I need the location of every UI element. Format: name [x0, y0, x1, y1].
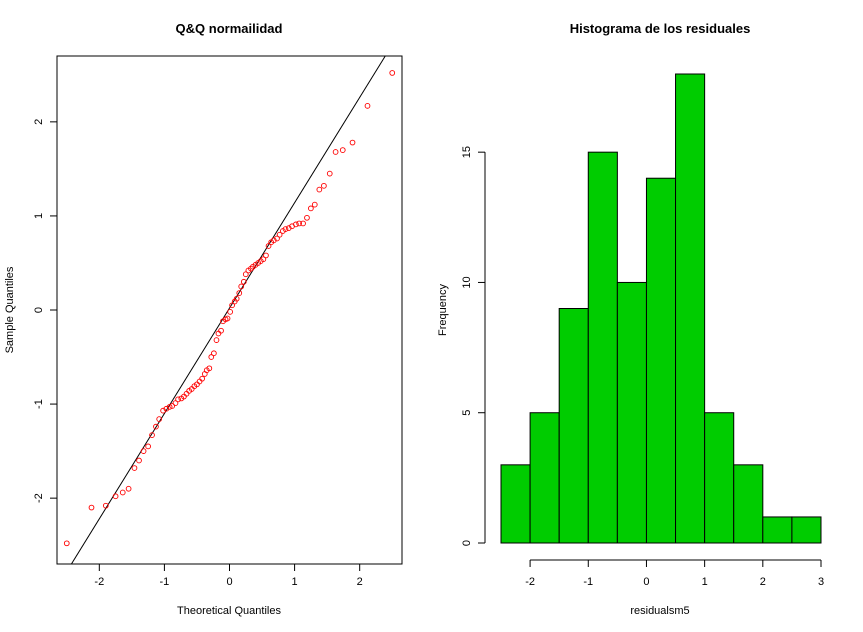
qq-point	[233, 295, 240, 302]
qq-point	[145, 443, 151, 450]
qq-point	[140, 448, 147, 454]
qq-point	[240, 278, 247, 285]
qq-point	[213, 337, 220, 343]
qq-point	[149, 432, 155, 438]
qq-point	[364, 103, 371, 109]
qq-point	[119, 489, 126, 496]
hist-y-label: Frequency	[437, 284, 449, 336]
qq-point	[265, 243, 272, 249]
hist-y-tick-label: 10	[461, 276, 473, 288]
hist-x-tick-label: 3	[818, 576, 824, 588]
hist-y-tick-label: 0	[461, 540, 473, 546]
qq-x-tick-label: -1	[160, 576, 170, 588]
hist-bar	[704, 412, 735, 544]
qq-point	[211, 350, 217, 357]
hist-bar	[558, 308, 589, 544]
qq-point	[156, 416, 163, 422]
qq-point	[308, 205, 314, 212]
hist-axes: -2 -1 0 1 2 3 0 5 10 15	[461, 146, 824, 588]
qq-point	[276, 231, 283, 238]
qq-point	[166, 404, 173, 410]
hist-x-tick-label: -2	[525, 576, 535, 588]
qq-x-tick-label: 2	[357, 576, 363, 588]
qq-point	[316, 186, 323, 193]
qq-point	[274, 235, 280, 242]
qq-point	[112, 493, 119, 500]
qq-point	[229, 302, 235, 309]
qq-plot-area	[63, 56, 396, 564]
qq-point	[153, 423, 159, 430]
qq-point	[236, 290, 243, 296]
qq-point	[206, 365, 213, 372]
qq-point	[326, 170, 333, 177]
qq-point	[282, 226, 289, 232]
qq-y-tick-label: 1	[33, 213, 45, 219]
qq-point	[199, 375, 206, 382]
qq-point	[172, 400, 179, 406]
qq-point	[131, 465, 138, 471]
qq-point	[349, 139, 356, 146]
hist-title: Histograma de los residuales	[570, 21, 751, 36]
qq-x-tick-label: 1	[292, 576, 298, 588]
qq-y-tick-label: -1	[33, 399, 45, 409]
qq-point	[242, 271, 249, 278]
qq-point	[175, 396, 181, 403]
qq-point	[169, 403, 176, 409]
qq-point	[224, 315, 231, 322]
qq-point	[293, 221, 299, 228]
qq-point	[227, 309, 234, 315]
qq-point	[88, 504, 95, 511]
qq-point	[389, 70, 396, 76]
hist-bar	[500, 464, 531, 544]
qq-point	[332, 149, 339, 155]
qq-y-tick-label: -2	[33, 493, 45, 503]
qq-x-label: Theoretical Quantiles	[177, 605, 281, 617]
qq-point	[63, 540, 70, 547]
hist-bar	[529, 412, 560, 544]
qq-point	[263, 252, 269, 259]
hist-y-tick-label: 15	[461, 146, 473, 158]
qq-point	[304, 214, 310, 221]
qq-panel: Q&Q normailidad Theoretical Quantiles Sa…	[4, 21, 403, 617]
hist-bar	[675, 73, 706, 544]
hist-x-tick-label: 1	[702, 576, 708, 588]
qq-axes: -2 -1 0 1 2 -2 -1 0 1 2	[33, 119, 363, 588]
qq-point	[339, 147, 346, 153]
hist-bar	[616, 281, 647, 544]
qq-point	[296, 220, 303, 227]
hist-bar	[587, 151, 618, 544]
hist-plot-area	[500, 73, 822, 544]
hist-bar	[645, 177, 677, 544]
qq-point	[125, 485, 132, 492]
qq-point	[208, 354, 215, 360]
qq-point	[300, 220, 306, 227]
hist-bar	[762, 516, 793, 544]
qq-point	[260, 256, 267, 263]
qq-point	[102, 502, 109, 509]
hist-y-tick-label: 5	[461, 410, 473, 416]
hist-bar	[733, 464, 764, 544]
qq-point	[321, 182, 327, 189]
hist-x-label: residualsm5	[630, 605, 689, 617]
hist-x-tick-label: 0	[643, 576, 649, 588]
qq-point	[311, 201, 318, 208]
hist-x-tick-label: 2	[760, 576, 766, 588]
qq-point	[238, 283, 245, 290]
qq-point	[136, 457, 142, 464]
qq-reference-line	[70, 56, 386, 564]
hist-x-tick-label: -1	[583, 576, 593, 588]
qq-y-label: Sample Quantiles	[4, 266, 16, 353]
qq-x-tick-label: -2	[94, 576, 104, 588]
qq-x-tick-label: 0	[226, 576, 232, 588]
qq-title: Q&Q normailidad	[176, 21, 283, 36]
qq-point	[218, 327, 224, 334]
qq-y-tick-label: 0	[33, 307, 45, 313]
hist-bar	[791, 516, 822, 544]
qq-plot-frame	[56, 55, 403, 565]
hist-panel: Histograma de los residuales residualsm5…	[437, 21, 824, 617]
qq-y-tick-label: 2	[33, 119, 45, 125]
